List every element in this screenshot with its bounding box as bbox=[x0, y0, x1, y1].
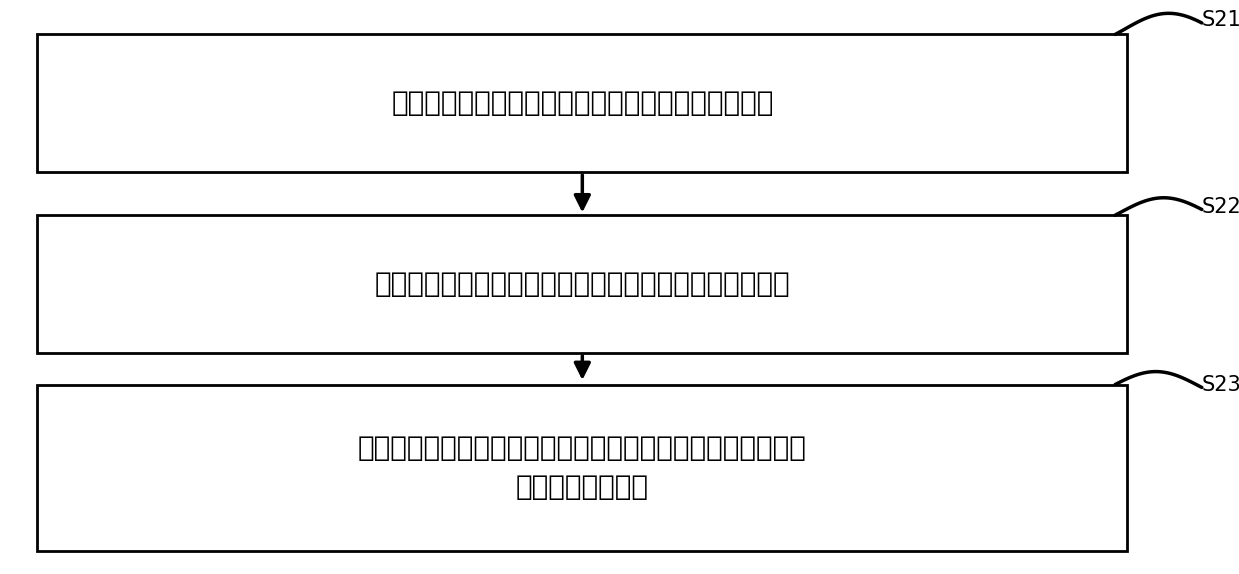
Text: S220: S220 bbox=[1202, 197, 1239, 216]
Text: S230: S230 bbox=[1202, 375, 1239, 394]
Text: 将复合浆料涂覆于基体的表面再经过干燥处理得到二氧化钛掺
杂氮化碳复合材料: 将复合浆料涂覆于基体的表面再经过干燥处理得到二氧化钛掺 杂氮化碳复合材料 bbox=[358, 435, 807, 501]
FancyBboxPatch shape bbox=[37, 385, 1127, 551]
FancyBboxPatch shape bbox=[37, 215, 1127, 353]
Text: 将导电剂和二氧化钛掺杂氮化碳混合均匀得到混合物: 将导电剂和二氧化钛掺杂氮化碳混合均匀得到混合物 bbox=[392, 90, 773, 117]
Text: S210: S210 bbox=[1202, 10, 1239, 30]
FancyBboxPatch shape bbox=[37, 34, 1127, 172]
Text: 将混合物与粘结剂加入到分散剂中混合均匀得到复合浆料: 将混合物与粘结剂加入到分散剂中混合均匀得到复合浆料 bbox=[374, 270, 790, 298]
